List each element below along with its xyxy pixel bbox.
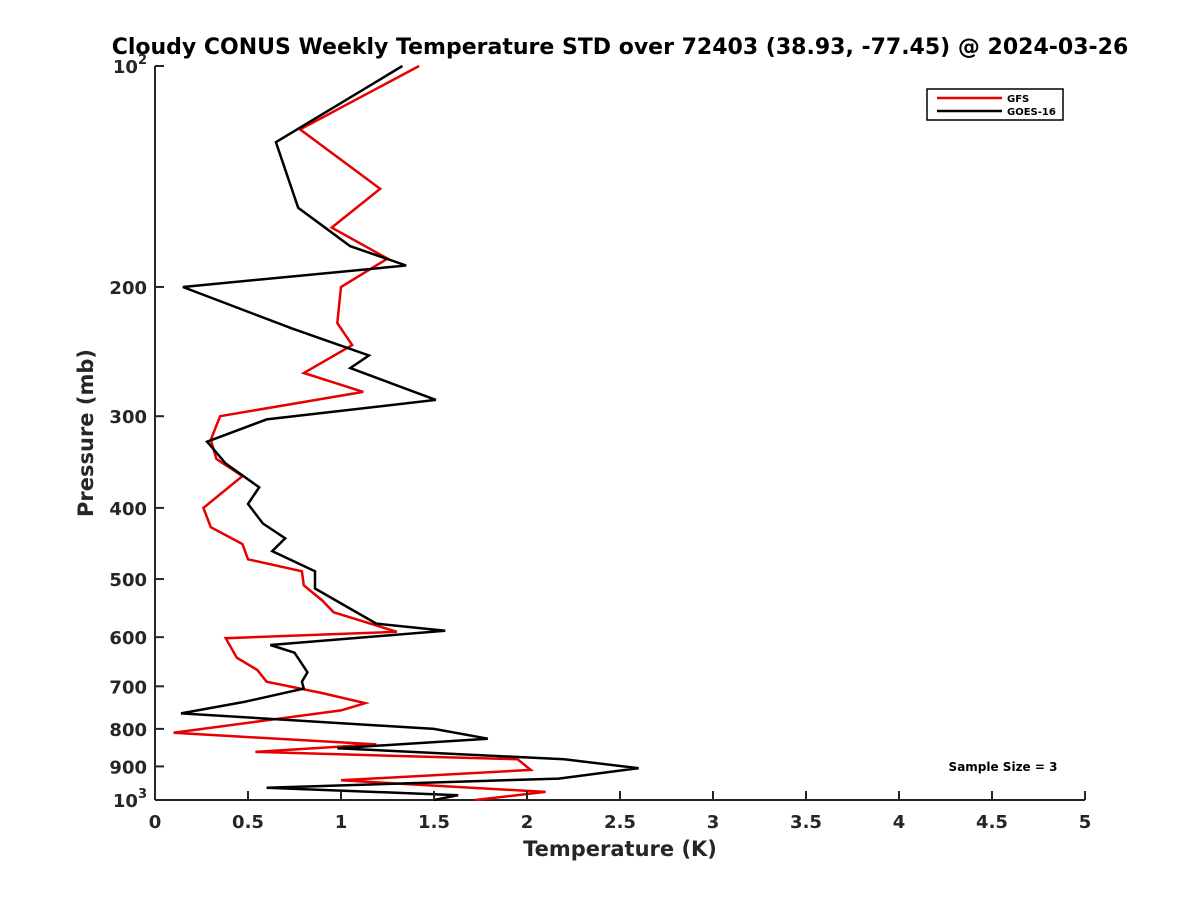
x-tick-label: 4.5 — [976, 812, 1008, 833]
y-ticks: 102 200 300 400 500 600 700 800 900 103 — [109, 53, 164, 812]
y-tick-label: 500 — [109, 570, 147, 591]
x-tick-label: 2.5 — [604, 812, 636, 833]
plot-area: 0 0.5 1 1.5 2 2.5 3 3.5 4 4.5 5 102 200 300 400 500 600… — [109, 53, 1091, 833]
x-tick-label: 0 — [149, 812, 162, 833]
legend-label-gfs: GFS — [1007, 94, 1029, 105]
series-line-goes16 — [180, 64, 639, 802]
series-layer — [173, 64, 639, 802]
x-tick-label: 3 — [707, 812, 720, 833]
y-tick-label: 800 — [109, 720, 147, 741]
sample-size-annotation: Sample Size = 3 — [949, 760, 1058, 774]
x-tick-label: 1.5 — [418, 812, 450, 833]
y-tick-label: 700 — [109, 677, 147, 698]
legend-box — [926, 88, 1064, 121]
y-tick-label: 300 — [109, 407, 147, 428]
chart-title: Cloudy CONUS Weekly Temperature STD over… — [112, 35, 1129, 60]
y-tick-label: 400 — [109, 499, 147, 520]
legend-label-goes16: GOES-16 — [1007, 107, 1056, 118]
x-tick-label: 3.5 — [790, 812, 822, 833]
y-axis-label: Pressure (mb) — [74, 349, 98, 517]
y-tick-label: 900 — [109, 757, 147, 778]
x-tick-label: 5 — [1079, 812, 1092, 833]
x-tick-label: 4 — [893, 812, 906, 833]
x-tick-label: 1 — [335, 812, 348, 833]
y-tick-label: 103 — [113, 787, 147, 812]
y-tick-label: 102 — [113, 53, 147, 78]
x-axis-label: Temperature (K) — [523, 837, 717, 861]
y-tick-label: 600 — [109, 628, 147, 649]
legend: GFS GOES-16 — [926, 88, 1064, 121]
x-tick-label: 2 — [521, 812, 534, 833]
y-tick-label: 200 — [109, 278, 147, 299]
x-tick-label: 0.5 — [232, 812, 264, 833]
series-line-gfs — [173, 64, 546, 802]
x-ticks: 0 0.5 1 1.5 2 2.5 3 3.5 4 4.5 5 — [149, 791, 1092, 833]
